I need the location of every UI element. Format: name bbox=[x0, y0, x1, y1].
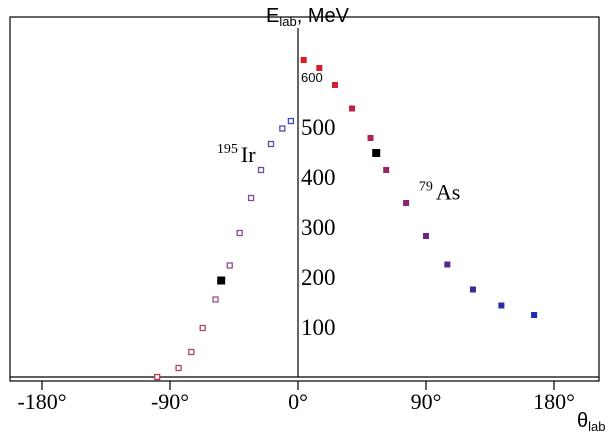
axes-group: -180° -90° 0° 90° 180° 100 200 300 400 500 600 bbox=[10, 28, 599, 414]
data-point-filled bbox=[367, 135, 374, 141]
data-point-highlight bbox=[217, 276, 226, 285]
x-tick-label: -180° bbox=[17, 389, 66, 414]
isotope-label: 195 Ir bbox=[217, 142, 256, 167]
data-points-group bbox=[154, 57, 538, 381]
data-point-filled bbox=[469, 286, 476, 293]
y-axis-title-suffix: , MeV bbox=[297, 5, 350, 27]
data-point-open bbox=[257, 166, 265, 174]
data-point-filled bbox=[444, 261, 451, 268]
data-point-filled bbox=[403, 200, 410, 206]
isotope-symbol: As bbox=[436, 180, 460, 205]
data-point-filled bbox=[331, 82, 338, 88]
isotope-mass-number: 195 bbox=[217, 142, 238, 157]
data-point-open bbox=[199, 324, 206, 332]
data-point-open bbox=[212, 296, 219, 303]
isotope-mass-number: 79 bbox=[419, 180, 433, 195]
data-point-open bbox=[154, 373, 161, 381]
x-axis-title: θlab bbox=[577, 410, 605, 434]
data-point-open bbox=[175, 364, 182, 372]
y-tick-label: 200 bbox=[301, 265, 336, 290]
y-tick-label: 400 bbox=[301, 165, 336, 190]
y-tick-label: 600 bbox=[301, 70, 323, 85]
data-point-filled bbox=[531, 312, 538, 318]
x-tick-label: 180° bbox=[533, 389, 575, 414]
data-point-open bbox=[247, 194, 255, 202]
data-point-open bbox=[236, 229, 243, 237]
x-tick-label: 0° bbox=[288, 389, 308, 414]
data-point-open bbox=[279, 125, 286, 132]
x-axis-title-sub: lab bbox=[588, 419, 605, 434]
y-tick-label: 100 bbox=[301, 315, 336, 340]
data-point-filled bbox=[300, 57, 307, 63]
data-point-open bbox=[267, 140, 275, 148]
data-point-open bbox=[188, 348, 195, 356]
data-point-open bbox=[287, 117, 295, 125]
y-axis-title: Elab, MeV bbox=[266, 5, 350, 29]
x-tick-label: 90° bbox=[411, 389, 442, 414]
y-axis-title-main: E bbox=[266, 5, 279, 27]
data-point-filled bbox=[349, 105, 356, 112]
y-axis-title-sub: lab bbox=[279, 14, 296, 29]
data-point-filled bbox=[316, 65, 323, 71]
x-axis-title-main: θ bbox=[577, 410, 588, 432]
x-tick-label: -90° bbox=[151, 389, 189, 414]
data-point-filled bbox=[423, 233, 429, 239]
isotope-symbol: Ir bbox=[241, 142, 256, 167]
data-point-filled bbox=[498, 302, 505, 309]
data-point-open bbox=[226, 262, 233, 269]
y-tick-label: 300 bbox=[301, 215, 336, 240]
isotope-label: 79 As bbox=[419, 180, 460, 205]
data-point-highlight bbox=[372, 149, 381, 157]
plot-frame bbox=[9, 16, 600, 382]
y-tick-label: 500 bbox=[301, 115, 336, 140]
data-point-filled bbox=[383, 167, 390, 173]
